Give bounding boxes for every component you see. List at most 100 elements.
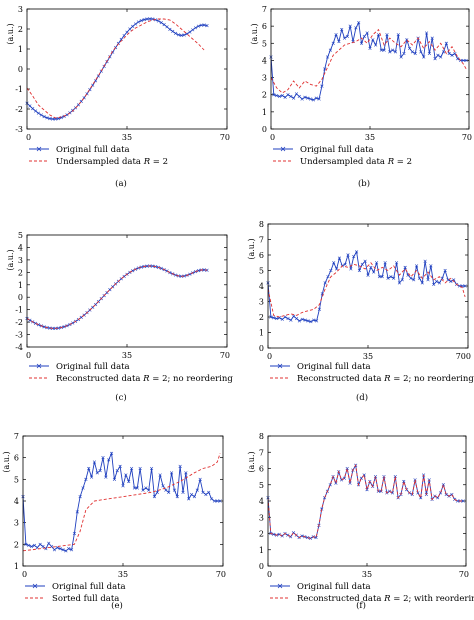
data-point-marker [376,33,381,37]
data-point-marker [36,111,41,115]
marker-stroke [112,477,117,481]
data-point-marker [188,30,192,34]
legend-label: Original full data [52,582,126,592]
marker-stroke [413,51,417,56]
data-point-marker [139,265,143,269]
marker-stroke [142,17,146,22]
panel-c: -4 -3 -2 -1 0 1 2 3 4 5 0 35 70 (a.u.) Original full d… [6,231,233,403]
marker-stroke [29,544,34,549]
marker-stroke [359,41,364,45]
data-point-marker [463,284,467,288]
marker-stroke [300,97,304,101]
data-point-marker [300,97,304,101]
data-point-marker [272,316,276,320]
y-tick-label: 2 [259,530,264,539]
marker-stroke [207,490,211,494]
y-tick-label: 1 [259,546,264,555]
data-point-marker [380,275,384,279]
marker-stroke [374,43,378,47]
marker-stroke [121,484,125,488]
x-tick-label: 70 [216,570,226,579]
marker-stroke [463,284,467,288]
data-point-marker [84,477,88,481]
marker-stroke [447,51,451,56]
marker-stroke [212,499,217,503]
data-point-marker [205,268,209,272]
marker-stroke [107,458,111,462]
data-point-marker [450,53,454,57]
marker-stroke [393,475,397,479]
panel-caption: (f) [356,600,366,611]
marker-stroke [175,495,179,499]
data-point-marker [181,490,185,494]
marker-stroke [409,276,413,280]
data-point-marker [92,460,97,464]
marker-stroke [390,491,395,495]
data-point-marker [440,276,444,280]
marker-stroke [294,316,299,321]
y-tick-label: 1 [262,108,267,117]
data-point-marker [89,475,94,479]
marker-stroke [162,22,166,27]
marker-stroke [283,315,287,319]
marker-stroke [151,17,155,21]
y-tick-label: 5 [259,267,264,276]
y-tick-label: 5 [262,39,267,48]
panel-f: 0 1 2 3 4 5 6 7 8 0 35 70 (a.u.) Original full data Re… [247,432,474,611]
marker-stroke [215,499,219,503]
data-point-marker [24,542,28,546]
marker-stroke [392,276,396,280]
data-point-marker [131,24,135,29]
marker-stroke [376,33,381,37]
marker-stroke [104,475,108,479]
marker-stroke [317,97,321,101]
marker-stroke [343,262,347,266]
y-tick-label: 7 [262,5,267,14]
data-point-marker [107,458,111,462]
marker-stroke [147,488,151,492]
y-tick-label: 0 [259,562,264,571]
data-point-marker [142,17,146,22]
marker-stroke [325,55,330,59]
data-point-marker [128,27,132,31]
data-point-marker [193,26,198,30]
data-point-marker [362,34,366,39]
marker-stroke [303,95,307,99]
marker-stroke [128,27,132,31]
data-point-marker [294,92,299,96]
data-point-marker [456,57,460,61]
x-tick-label: 35 [362,570,372,579]
marker-stroke [289,318,293,322]
data-point-marker [377,275,382,279]
marker-stroke [145,264,149,268]
marker-stroke [420,281,424,285]
y-tick-label: 0 [18,293,23,302]
data-point-marker [98,469,102,473]
data-point-marker [379,48,383,52]
marker-stroke [280,317,284,321]
marker-stroke [205,268,209,272]
data-point-marker [148,17,152,21]
data-point-marker [161,484,165,488]
marker-stroke [289,94,293,99]
marker-stroke [357,21,361,25]
marker-stroke [416,491,420,495]
marker-stroke [155,490,159,494]
data-point-marker [169,471,174,475]
marker-stroke [151,264,155,268]
data-point-marker [124,473,128,477]
marker-stroke [178,464,182,468]
x-tick-label: 0 [26,133,31,142]
marker-stroke [28,318,32,322]
plot-frame [26,8,228,130]
marker-stroke [164,488,168,492]
marker-stroke [402,479,406,484]
data-point-marker [345,466,349,471]
marker-stroke [400,278,404,282]
legend-label: Reconstructed data R = 2; with reorderin… [297,594,474,604]
marker-stroke [394,261,399,265]
data-point-marker [311,98,316,102]
marker-stroke [122,33,126,38]
marker-stroke [193,26,198,30]
